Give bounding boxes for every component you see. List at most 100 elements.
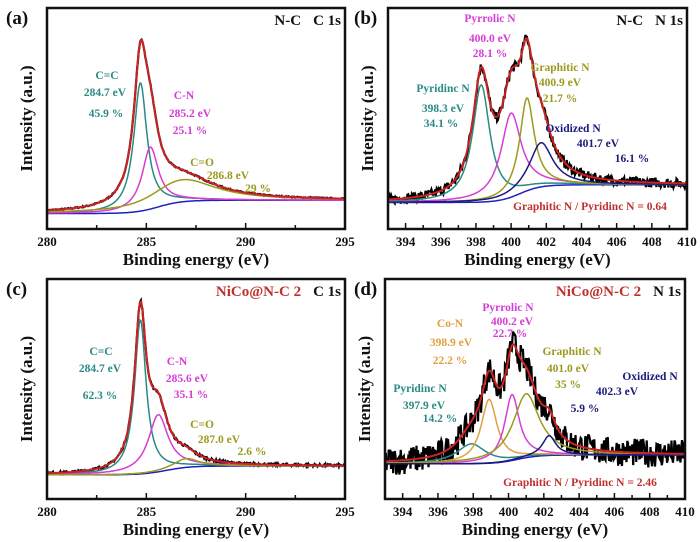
- component-energy-label: 285.6 eV: [166, 373, 209, 385]
- component-percent-label: 22.7 %: [493, 328, 528, 340]
- component-name-label: Oxidized N: [545, 123, 601, 135]
- plot-frame: [383, 277, 687, 501]
- panel-a: 280 285 290 295 Binding energy (eV) Intensity…: [6, 6, 355, 269]
- x-tick-label: 398: [463, 504, 483, 519]
- x-axis-title: Binding energy (eV): [464, 250, 610, 269]
- component-energy-label: 398.9 eV: [430, 337, 473, 349]
- x-axis-title: Binding energy (eV): [123, 250, 269, 269]
- plot-area: [47, 37, 345, 215]
- component-energy-label: 397.9 eV: [403, 400, 446, 412]
- component-percent-label: 14.2 %: [423, 413, 458, 425]
- component-percent-label: 2.6 %: [238, 446, 267, 458]
- component-curve-0: [47, 82, 345, 214]
- component-energy-label: 284.7 eV: [84, 87, 127, 99]
- x-tick-label: 406: [607, 234, 627, 249]
- sample-name: N-C: [274, 13, 301, 29]
- component-name-label: Oxidized N: [622, 371, 678, 383]
- component-energy-label: 285.2 eV: [169, 108, 212, 120]
- region-name: C 1s: [313, 13, 341, 29]
- x-tick-label: 394: [396, 234, 416, 249]
- component-name-label: C-N: [167, 356, 188, 368]
- x-tick-label: 295: [335, 234, 355, 249]
- x-tick-label: 402: [537, 234, 557, 249]
- x-tick-label: 398: [466, 234, 486, 249]
- component-curve-3: [388, 141, 687, 203]
- panel-c: 280 285 290 295 Binding energy (eV) Intensity…: [6, 277, 355, 539]
- x-tick-label: 396: [428, 504, 448, 519]
- component-curve-2: [47, 178, 345, 213]
- x-tick-label: 396: [431, 234, 451, 249]
- region-name: C 1s: [313, 284, 341, 300]
- sample-name: NiCo@N-C 2: [556, 284, 641, 300]
- panel-title: NiCo@N-C 2 N 1s: [556, 284, 681, 300]
- panel-label: (c): [6, 279, 27, 300]
- ratio-note: Graphitic N / Pyridinc N = 0.64: [513, 201, 667, 213]
- component-name-label: Graphitic N: [530, 62, 590, 74]
- component-curve-4: [385, 434, 685, 465]
- panel-label: (a): [6, 8, 28, 29]
- component-energy-label: 400.0 eV: [469, 33, 512, 45]
- component-name-label: C=O: [190, 157, 214, 169]
- x-tick-label: 280: [37, 234, 57, 249]
- component-energy-label: 402.3 eV: [596, 386, 639, 398]
- ratio-note: Graphitic N / Pyridinc N = 2.46: [503, 477, 657, 489]
- sample-name: N-C: [616, 13, 643, 29]
- component-percent-label: 62.3 %: [83, 390, 118, 402]
- x-tick-label: 285: [137, 504, 157, 519]
- component-energy-label: 398.3 eV: [422, 103, 465, 115]
- x-tick-label: 408: [640, 504, 660, 519]
- component-name-label: Pyrrolic N: [464, 13, 516, 25]
- plot-area: [388, 34, 687, 206]
- component-percent-label: 21.7 %: [543, 93, 578, 105]
- component-percent-label: 29 %: [245, 183, 271, 195]
- y-axis-title: Intensity (a.u.): [355, 336, 374, 442]
- panel-title: N-C C 1s: [274, 13, 341, 29]
- y-axis-title: Intensity (a.u.): [358, 65, 377, 171]
- y-axis-title: Intensity (a.u.): [17, 65, 36, 171]
- component-name-label: C=O: [190, 419, 214, 431]
- component-percent-label: 34.1 %: [424, 118, 459, 130]
- component-energy-label: 400.9 eV: [539, 77, 582, 89]
- plot-frame: [386, 6, 689, 231]
- x-tick-label: 280: [37, 504, 57, 519]
- component-energy-label: 287.0 eV: [198, 434, 241, 446]
- x-tick-label: 290: [236, 504, 256, 519]
- component-name-label: Graphitic N: [542, 346, 602, 358]
- component-name-label: Co-N: [437, 318, 464, 330]
- component-percent-label: 16.1 %: [615, 153, 650, 165]
- component-percent-label: 45.9 %: [89, 108, 124, 120]
- component-energy-label: 401.7 eV: [577, 138, 620, 150]
- x-tick-label: 408: [642, 234, 662, 249]
- component-name-label: Pyridinc N: [393, 383, 447, 395]
- panel-title: N-C N 1s: [616, 13, 683, 29]
- panel-label: (d): [354, 279, 377, 300]
- panel-title: NiCo@N-C 2 C 1s: [216, 284, 341, 300]
- y-axis-title: Intensity (a.u.): [17, 336, 36, 442]
- sample-name: NiCo@N-C 2: [216, 284, 301, 300]
- plot-area: [385, 331, 685, 475]
- panel-label: (b): [354, 8, 377, 29]
- plot-area: [47, 297, 345, 477]
- x-tick-label: 406: [605, 504, 625, 519]
- component-name-label: C-N: [174, 90, 195, 102]
- component-name-label: C=C: [95, 70, 118, 82]
- x-tick-label: 410: [677, 234, 697, 249]
- component-percent-label: 25.1 %: [173, 125, 208, 137]
- component-percent-label: 22.2 %: [433, 355, 468, 367]
- x-tick-label: 394: [393, 504, 413, 519]
- component-percent-label: 35 %: [555, 379, 581, 391]
- x-tick-label: 400: [501, 234, 521, 249]
- component-percent-label: 28.1 %: [473, 48, 508, 60]
- component-name-label: Pyridinc N: [416, 83, 470, 95]
- x-tick-label: 290: [236, 234, 256, 249]
- panel-d: 394 396 398 400 402 404 406 408 410 Binding energ…: [354, 277, 695, 539]
- envelope-curve: [47, 38, 345, 212]
- experimental-curve: [47, 297, 345, 477]
- panel-b: 394 396 398 400 402 404 406 408 410 Binding energ…: [354, 6, 697, 269]
- region-name: N 1s: [653, 284, 681, 300]
- component-energy-label: 286.8 eV: [207, 170, 250, 182]
- x-tick-label: 285: [137, 234, 157, 249]
- component-percent-label: 5.9 %: [571, 403, 600, 415]
- x-axis-title: Binding energy (eV): [123, 520, 269, 539]
